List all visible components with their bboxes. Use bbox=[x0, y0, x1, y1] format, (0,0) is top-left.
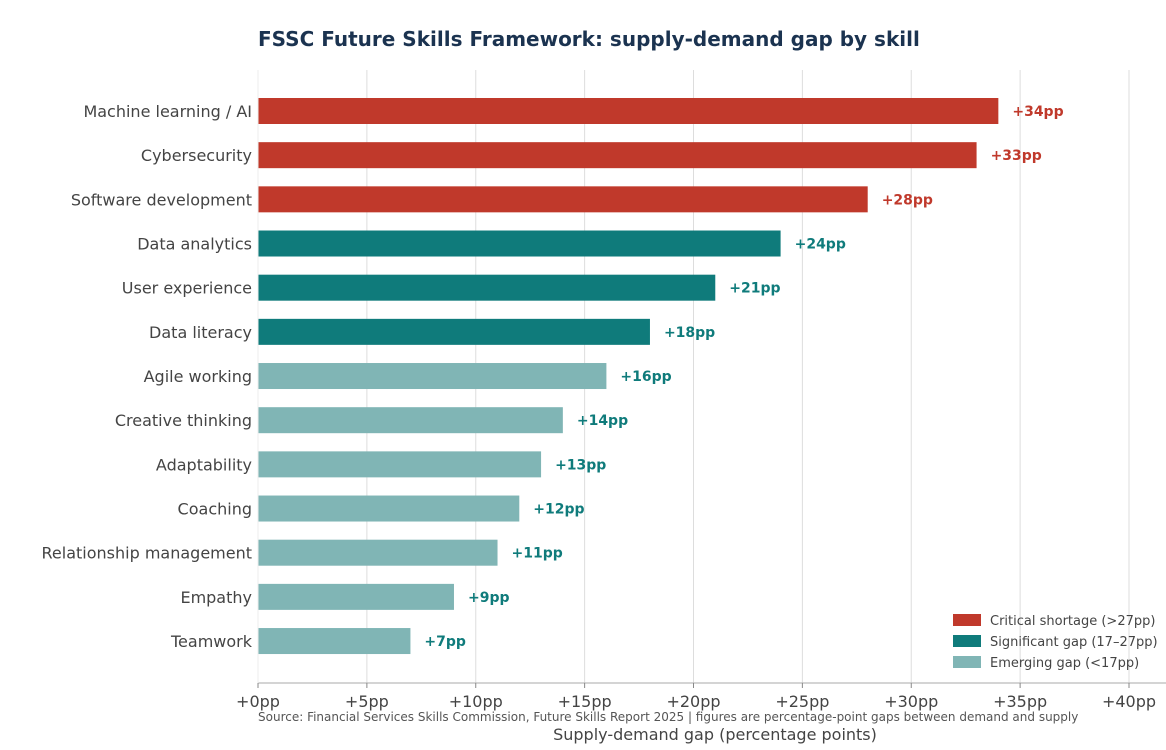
x-tick-label: +30pp bbox=[884, 692, 938, 711]
value-label: +18pp bbox=[664, 325, 715, 341]
x-tick-label: +10pp bbox=[449, 692, 503, 711]
category-label: Data analytics bbox=[137, 235, 252, 254]
legend-label: Emerging gap (<17pp) bbox=[990, 656, 1139, 671]
x-tick-label: +25pp bbox=[775, 692, 829, 711]
category-label: Coaching bbox=[178, 500, 252, 519]
category-label: Relationship management bbox=[42, 544, 252, 563]
value-label: +21pp bbox=[729, 281, 780, 297]
value-label: +7pp bbox=[424, 634, 466, 650]
bars bbox=[258, 98, 999, 655]
category-label: User experience bbox=[122, 279, 252, 298]
bar bbox=[258, 142, 977, 169]
category-label: Data literacy bbox=[149, 323, 252, 342]
value-label: +24pp bbox=[795, 237, 846, 253]
x-tick-label: +35pp bbox=[993, 692, 1047, 711]
x-axis: +0pp +5pp +10pp +15pp +20pp +25pp +30pp +35pp +4… bbox=[236, 70, 1166, 711]
legend: Critical shortage (>27pp) Significant gap… bbox=[953, 614, 1158, 671]
x-tick-label: +15pp bbox=[558, 692, 612, 711]
legend-label: Significant gap (17–27pp) bbox=[990, 635, 1158, 650]
x-tick-label: +40pp bbox=[1102, 692, 1156, 711]
bar bbox=[258, 495, 520, 522]
value-labels: +34pp +33pp +28pp +24pp +21pp +18pp +16pp +14pp… bbox=[424, 104, 1063, 650]
legend-swatch bbox=[953, 635, 981, 647]
bar bbox=[258, 628, 411, 655]
bar bbox=[258, 363, 607, 390]
category-label: Agile working bbox=[144, 367, 252, 386]
x-tick-label: +20pp bbox=[666, 692, 720, 711]
bar bbox=[258, 230, 781, 257]
source-note: Source: Financial Services Skills Commis… bbox=[258, 710, 1078, 724]
value-label: +16pp bbox=[620, 369, 671, 385]
grid-lines bbox=[257, 70, 1130, 683]
bar bbox=[258, 318, 650, 345]
value-label: +11pp bbox=[512, 546, 563, 562]
category-label: Software development bbox=[71, 190, 252, 209]
category-label: Cybersecurity bbox=[141, 146, 252, 165]
category-label: Empathy bbox=[180, 588, 252, 607]
value-label: +28pp bbox=[882, 192, 933, 208]
bar bbox=[258, 274, 716, 301]
x-axis-label: Supply-demand gap (percentage points) bbox=[553, 725, 877, 744]
bar bbox=[258, 186, 868, 213]
category-labels: Machine learning / AI Cybersecurity Softwa… bbox=[42, 102, 253, 651]
category-label: Creative thinking bbox=[115, 411, 252, 430]
value-label: +34pp bbox=[1012, 104, 1063, 120]
bar bbox=[258, 451, 542, 478]
category-label: Adaptability bbox=[156, 455, 252, 474]
value-label: +9pp bbox=[468, 590, 510, 606]
value-label: +14pp bbox=[577, 413, 628, 429]
chart-title: FSSC Future Skills Framework: supply-dem… bbox=[258, 27, 920, 51]
category-label: Machine learning / AI bbox=[83, 102, 252, 121]
bar bbox=[258, 539, 498, 566]
bar bbox=[258, 583, 454, 610]
value-label: +13pp bbox=[555, 457, 606, 473]
value-label: +12pp bbox=[533, 502, 584, 518]
x-tick-label: +0pp bbox=[236, 692, 280, 711]
category-label: Teamwork bbox=[170, 632, 253, 651]
legend-label: Critical shortage (>27pp) bbox=[990, 614, 1155, 629]
legend-swatch bbox=[953, 656, 981, 668]
x-tick-label: +5pp bbox=[345, 692, 389, 711]
value-label: +33pp bbox=[991, 148, 1042, 164]
bar bbox=[258, 407, 563, 434]
bar bbox=[258, 98, 999, 124]
legend-swatch bbox=[953, 614, 981, 626]
